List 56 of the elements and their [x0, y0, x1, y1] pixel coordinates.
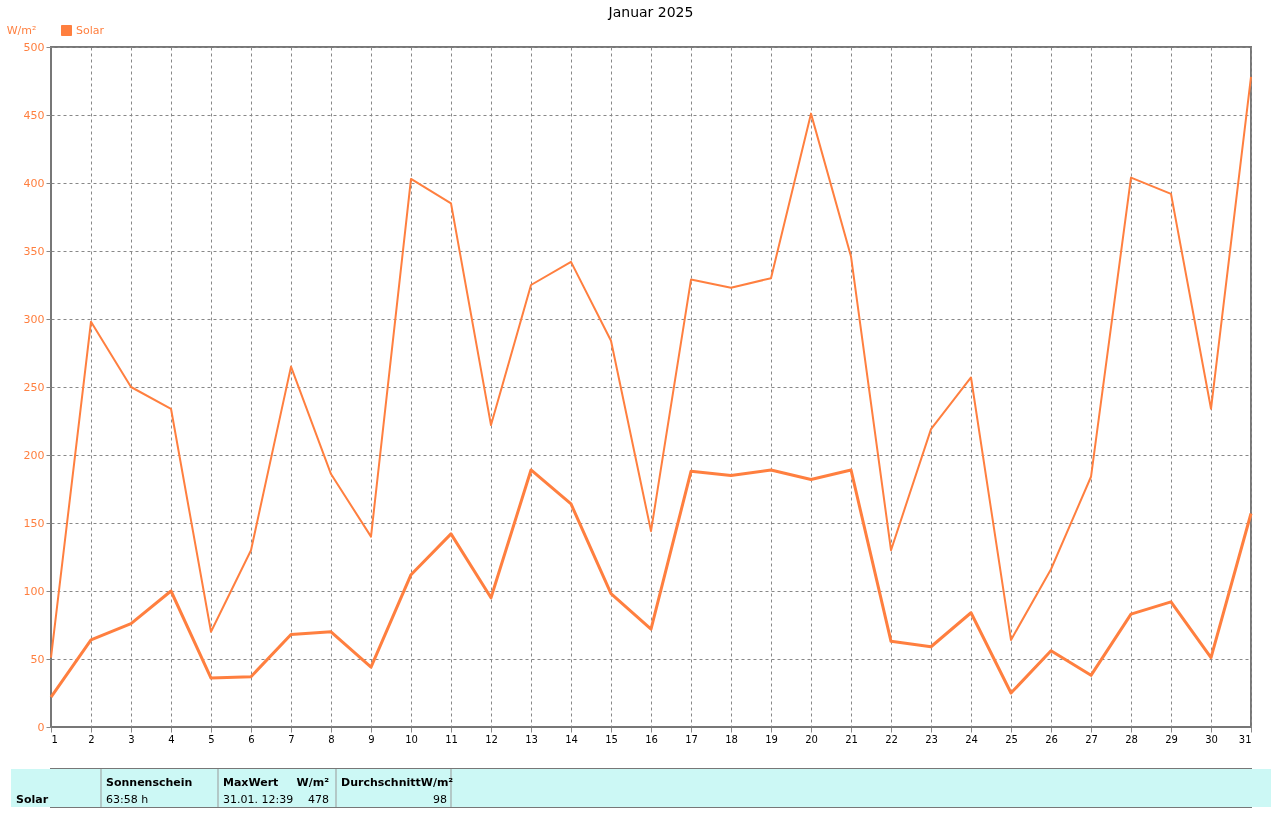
y-axis-title: W/m² [6, 23, 37, 37]
y-tick-label: 50 [30, 652, 45, 666]
x-tick-label: 13 [525, 733, 538, 745]
x-tick-label: 6 [248, 733, 255, 745]
text: 63:58 h [106, 793, 149, 806]
x-tick-label: 14 [565, 733, 578, 745]
x-tick-label: 20 [805, 733, 818, 745]
x-tick-label: 4 [168, 733, 175, 745]
text: MaxWert [223, 776, 279, 789]
x-tick-label: 23 [925, 733, 938, 745]
y-tick-label: 150 [23, 516, 45, 530]
x-tick-label: 18 [725, 733, 738, 745]
text: 478 [308, 793, 329, 806]
y-tick-label: 100 [23, 584, 45, 598]
x-tick-label: 31 [1238, 733, 1252, 745]
text: 31.01. 12:39 [223, 793, 294, 806]
x-tick-label: 28 [1125, 733, 1138, 745]
x-tick-label: 27 [1085, 733, 1098, 745]
x-tick-label: 25 [1005, 733, 1018, 745]
x-tick-label: 17 [685, 733, 698, 745]
x-tick-label: 9 [368, 733, 375, 745]
x-tick-label: 26 [1045, 733, 1058, 745]
y-tick-label: 350 [23, 244, 45, 258]
x-tick-label: 8 [328, 733, 335, 745]
text: Solar [16, 793, 49, 806]
x-tick-label: 29 [1165, 733, 1178, 745]
x-tick-label: 22 [885, 733, 898, 745]
x-tick-label: 2 [88, 733, 95, 745]
y-tick-label: 300 [23, 312, 45, 326]
line-series [49, 468, 1253, 699]
x-tick-label: 24 [965, 733, 978, 745]
y-tick-label: 250 [23, 380, 45, 394]
y-tick-label: 500 [23, 40, 45, 54]
x-tick-label: 21 [845, 733, 858, 745]
text: 98 [433, 793, 447, 806]
x-tick-label: 7 [288, 733, 295, 745]
x-tick-label: 10 [405, 733, 418, 745]
x-tick-label: 30 [1205, 733, 1218, 745]
y-tick-label: 0 [37, 720, 45, 734]
text: Sonnenschein [106, 776, 193, 789]
x-tick-label: 19 [765, 733, 778, 745]
x-tick-label: 12 [485, 733, 498, 745]
legend-label: Solar [76, 23, 105, 37]
x-tick-label: 3 [128, 733, 135, 745]
y-tick-label: 200 [23, 448, 45, 462]
line-series [50, 75, 1252, 659]
x-tick-label: 16 [645, 733, 658, 745]
chart-title: Januar 2025 [607, 4, 694, 20]
text: DurchschnittW/m² [341, 776, 454, 789]
x-tick-label: 11 [445, 733, 458, 745]
y-tick-label: 400 [23, 176, 45, 190]
x-tick-label: 1 [51, 733, 58, 745]
x-tick-label: 5 [208, 733, 215, 745]
text: W/m² [296, 776, 330, 789]
x-tick-label: 15 [605, 733, 618, 745]
y-tick-label: 450 [23, 108, 45, 122]
